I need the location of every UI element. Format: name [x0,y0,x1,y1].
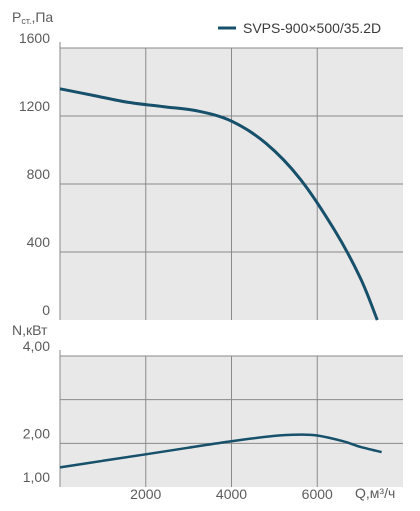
top-y-tick-label: 800 [27,166,51,182]
pressure-axis-title-main: P [12,9,21,25]
pressure-chart: 0 400 800 1200 1600 Pст.,Па SVPS-900×500/35.… [12,9,403,321]
bottom-y-tick-label: 2,00 [23,425,50,441]
pressure-axis-title-sub: ст. [21,16,31,26]
pressure-axis-title-unit: ,Па [31,9,53,25]
top-y-tick-label: 0 [42,302,50,318]
power-axis-title: N,кВт [12,322,48,338]
legend-label: SVPS-900×500/35.2D [243,20,381,36]
top-y-tick-label: 1600 [19,30,50,46]
bottom-x-tick-label: 2000 [130,486,161,502]
power-chart: 1,00 2,00 4,00 2000 4000 6000 N,кВт Q,м³/ч [12,322,403,502]
bottom-x-tick-label: 6000 [302,486,333,502]
bottom-x-tick-label: 4000 [216,486,247,502]
bottom-y-tick-label: 1,00 [23,469,50,485]
pressure-axis-title: Pст.,Па [12,9,53,26]
top-y-tick-label: 400 [27,234,51,250]
power-curve [59,433,382,469]
power-y-tick-labels: 1,00 2,00 4,00 [23,338,50,485]
flow-axis-title: Q,м³/ч [355,485,395,501]
pressure-y-tick-labels: 0 400 800 1200 1600 [19,30,50,318]
pressure-grid [59,42,403,320]
pressure-curve [59,87,379,321]
power-grid [59,350,403,487]
top-y-tick-label: 1200 [19,98,50,114]
bottom-y-tick-label: 4,00 [23,338,50,354]
power-x-tick-labels: 2000 4000 6000 [130,486,333,502]
